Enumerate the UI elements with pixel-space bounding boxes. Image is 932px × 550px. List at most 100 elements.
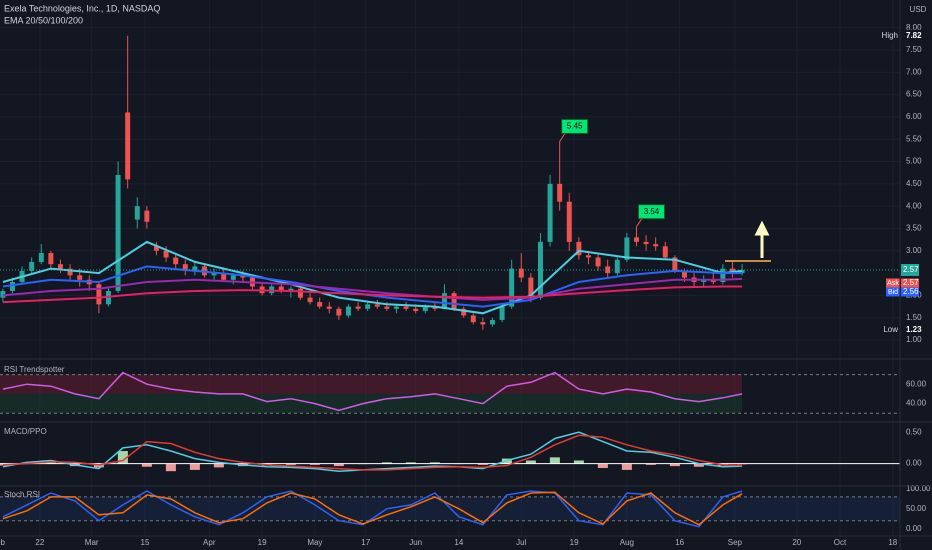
- candle-body: [317, 302, 323, 307]
- x-tick-label: Feb: [0, 538, 6, 547]
- candle-body: [489, 319, 495, 325]
- candle-body: [432, 306, 438, 309]
- y-tick-label: 6.00: [906, 112, 922, 121]
- candle-body: [365, 304, 371, 309]
- candle-body: [528, 277, 534, 298]
- x-tick-label: May: [307, 538, 322, 547]
- high-badge-value: 7.82: [906, 31, 922, 40]
- y-tick-label: 1.00: [906, 335, 922, 344]
- series-line: [2, 371, 743, 412]
- y-tick-label: 60.00: [906, 379, 927, 388]
- candle-body: [57, 264, 63, 269]
- candle-body: [643, 241, 649, 245]
- candle-body: [77, 275, 83, 280]
- candle-body: [0, 290, 6, 298]
- histogram-bar: [165, 463, 176, 472]
- y-tick-label: 5.50: [906, 134, 922, 143]
- candle-body: [29, 261, 35, 271]
- candle-body: [633, 237, 639, 242]
- candle-body: [605, 266, 611, 274]
- candle-body: [288, 288, 294, 291]
- y-tick-label: 4.50: [906, 179, 922, 188]
- x-tick-label: 17: [361, 538, 370, 547]
- candle-body: [480, 322, 486, 325]
- y-tick-label: 8.00: [906, 23, 922, 32]
- candle-body: [566, 201, 572, 242]
- last-price-badge: [901, 263, 919, 276]
- candle-body: [230, 275, 236, 280]
- candle-body: [67, 268, 73, 276]
- candle-body: [681, 270, 687, 278]
- histogram-bar: [669, 463, 680, 467]
- candle-body: [38, 253, 44, 262]
- bid-badge: [886, 287, 900, 297]
- pane-title: Stoch RSI: [4, 490, 40, 499]
- candle-body: [557, 183, 563, 202]
- callout-label: 3.54: [644, 207, 660, 216]
- y-tick-label: 7.50: [906, 45, 922, 54]
- low-badge: [883, 323, 923, 336]
- candle-body: [9, 282, 15, 291]
- candle-body: [499, 306, 505, 320]
- histogram-bar: [645, 463, 656, 465]
- series-line: [2, 285, 743, 304]
- candle-body: [115, 174, 121, 291]
- y-tick-label: 50.00: [906, 504, 927, 513]
- x-tick-label: 16: [675, 538, 684, 547]
- bid-value: 2.56: [903, 287, 919, 296]
- y-tick-label: 3.00: [906, 246, 922, 255]
- x-tick-label: 19: [570, 538, 579, 547]
- x-tick-label: 19: [258, 538, 267, 547]
- ask-value-badge: [901, 278, 919, 288]
- candle-body: [393, 306, 399, 309]
- ask-badge: [886, 278, 900, 288]
- candle-body: [163, 250, 169, 258]
- histogram-bar: [621, 463, 632, 470]
- candle-body: [345, 306, 351, 316]
- candle-body: [125, 112, 131, 180]
- candle-body: [672, 257, 678, 271]
- histogram-bar: [477, 463, 488, 465]
- candle-body: [710, 279, 716, 283]
- low-badge-label: Low: [883, 325, 898, 334]
- series-line: [2, 491, 743, 526]
- candle-body: [173, 257, 179, 265]
- series-line: [2, 434, 743, 471]
- candle-body: [461, 308, 467, 316]
- candle-body: [278, 286, 284, 291]
- candle-body: [470, 315, 476, 323]
- histogram-bar: [141, 463, 152, 467]
- candle-body: [192, 266, 198, 271]
- x-tick-label: Aug: [620, 538, 634, 547]
- candle-body: [221, 273, 227, 280]
- histogram-bar: [213, 463, 224, 468]
- x-tick-label: Mar: [85, 538, 99, 547]
- y-tick-label: 1.50: [906, 313, 922, 322]
- y-tick-label: 0.00: [906, 459, 922, 468]
- y-tick-label: 5.00: [906, 157, 922, 166]
- ask-label: Ask: [887, 280, 899, 287]
- callout-box: [637, 204, 665, 220]
- histogram-bar: [525, 460, 536, 464]
- candle-body: [134, 206, 140, 220]
- oversold-band: [0, 393, 743, 414]
- low-badge-value: 1.23: [906, 325, 922, 334]
- series-line: [2, 277, 743, 301]
- last-price: 2.57: [903, 265, 919, 274]
- histogram-bar: [693, 463, 704, 467]
- ask-value: 2.57: [903, 278, 919, 287]
- x-tick-label: Sep: [728, 538, 743, 547]
- x-tick-label: 14: [454, 538, 463, 547]
- candle-body: [384, 306, 390, 309]
- series-line: [2, 490, 743, 528]
- callout-label: 5.45: [567, 122, 583, 131]
- candle-body: [144, 210, 150, 222]
- x-tick-label: 18: [888, 538, 897, 547]
- histogram-bar: [117, 451, 128, 464]
- candle-body: [413, 308, 419, 312]
- series-line: [2, 240, 743, 315]
- high-badge-label: High: [882, 31, 898, 40]
- y-tick-label: 0.00: [906, 524, 922, 533]
